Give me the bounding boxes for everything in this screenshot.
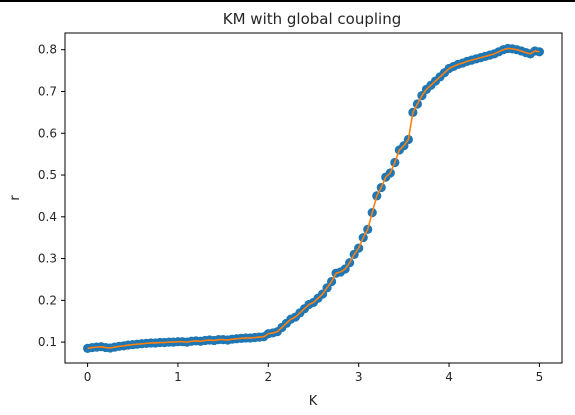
x-tick-label: 5 <box>536 370 544 384</box>
y-tick-label: 0.7 <box>38 84 57 98</box>
x-axis-label: K <box>309 394 318 409</box>
axes-frame <box>64 32 563 364</box>
y-tick-label: 0.5 <box>38 168 57 182</box>
y-tick-label: 0.4 <box>38 210 57 224</box>
series-line <box>87 47 540 350</box>
x-tick-label: 4 <box>445 370 453 384</box>
x-tick-label: 0 <box>84 370 92 384</box>
y-tick-label: 0.3 <box>38 252 57 266</box>
x-tick-label: 1 <box>174 370 182 384</box>
y-tick-label: 0.8 <box>38 43 57 57</box>
plot-area <box>82 43 545 353</box>
x-tick-label: 2 <box>264 370 272 384</box>
y-tick-label: 0.2 <box>38 293 57 307</box>
y-tick-label: 0.6 <box>38 126 57 140</box>
x-tick-label: 3 <box>355 370 363 384</box>
y-axis-label: r <box>8 195 23 201</box>
top-border-line <box>0 0 575 2</box>
chart-title: KM with global coupling <box>223 10 401 28</box>
y-tick-label: 0.1 <box>38 335 57 349</box>
axis-ticks: 0 1 2 3 4 5 0.1 0.2 0.3 0.4 0.5 0.6 0.7 0.8 <box>38 43 543 384</box>
